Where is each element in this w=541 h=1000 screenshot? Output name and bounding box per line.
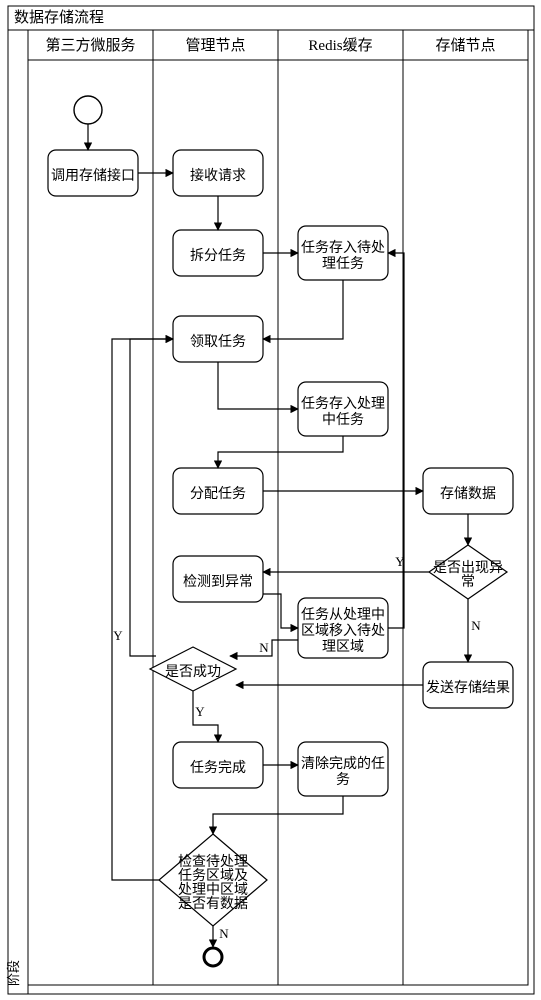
svg-text:发送存储结果: 发送存储结果 xyxy=(426,680,510,696)
node-n7: 分配任务 xyxy=(173,468,263,514)
svg-text:检测到异常: 检测到异常 xyxy=(183,574,253,590)
lane-label-lane3: Redis缓存 xyxy=(308,37,372,54)
node-n12: 任务完成 xyxy=(173,742,263,788)
edge-label-e11: N xyxy=(259,640,269,655)
svg-text:分配任务: 分配任务 xyxy=(190,486,246,502)
node-n4: 任务存入待处理任务 xyxy=(298,226,388,280)
node-n5: 领取任务 xyxy=(173,316,263,362)
node-n11: 发送存储结果 xyxy=(423,662,513,708)
svg-text:接收请求: 接收请求 xyxy=(190,167,246,184)
node-n6: 任务存入处理中任务 xyxy=(298,382,388,436)
svg-text:存储数据: 存储数据 xyxy=(440,486,496,502)
node-n8: 存储数据 xyxy=(423,468,513,514)
edge-label-e12: N xyxy=(471,618,481,633)
node-n2: 接收请求 xyxy=(173,150,263,196)
lane-body-lane3 xyxy=(278,60,403,985)
lane-body-lane1 xyxy=(28,60,153,985)
edge-label-e17: Y xyxy=(113,628,123,643)
edge-label-e19: N xyxy=(219,926,229,941)
svg-text:任务完成: 任务完成 xyxy=(190,760,246,776)
flowchart-canvas: 数据存储流程阶段 第三方微服务 管理节点 Redis缓存 存储节点调用存储接口 接收请求拆… xyxy=(0,0,541,1000)
node-n3: 拆分任务 xyxy=(173,230,263,276)
svg-text:领取任务: 领取任务 xyxy=(190,334,246,350)
lane-label-lane1: 第三方微服务 xyxy=(45,36,135,54)
end-node xyxy=(204,948,222,966)
svg-text:检查待处理任务区域及处理中区域是否有数据: 检查待处理任务区域及处理中区域是否有数据 xyxy=(178,854,248,912)
phase-label: 阶段 xyxy=(6,960,21,986)
node-n10: 任务从处理中区域移入待处理区域 xyxy=(298,598,388,658)
lane-body-lane4 xyxy=(403,60,528,985)
svg-text:调用存储接口: 调用存储接口 xyxy=(51,167,135,184)
svg-text:是否成功: 是否成功 xyxy=(165,664,221,680)
lane-label-lane2: 管理节点 xyxy=(185,37,245,54)
edge-label-e14: Y xyxy=(195,704,205,719)
start-node xyxy=(74,96,102,124)
node-n13: 清除完成的任务 xyxy=(298,742,388,796)
node-n1: 调用存储接口 xyxy=(48,150,138,196)
svg-text:拆分任务: 拆分任务 xyxy=(190,248,246,264)
diagram-title: 数据存储流程 xyxy=(14,9,104,26)
node-n9: 检测到异常 xyxy=(173,556,263,602)
lane-label-lane4: 存储节点 xyxy=(435,37,495,54)
